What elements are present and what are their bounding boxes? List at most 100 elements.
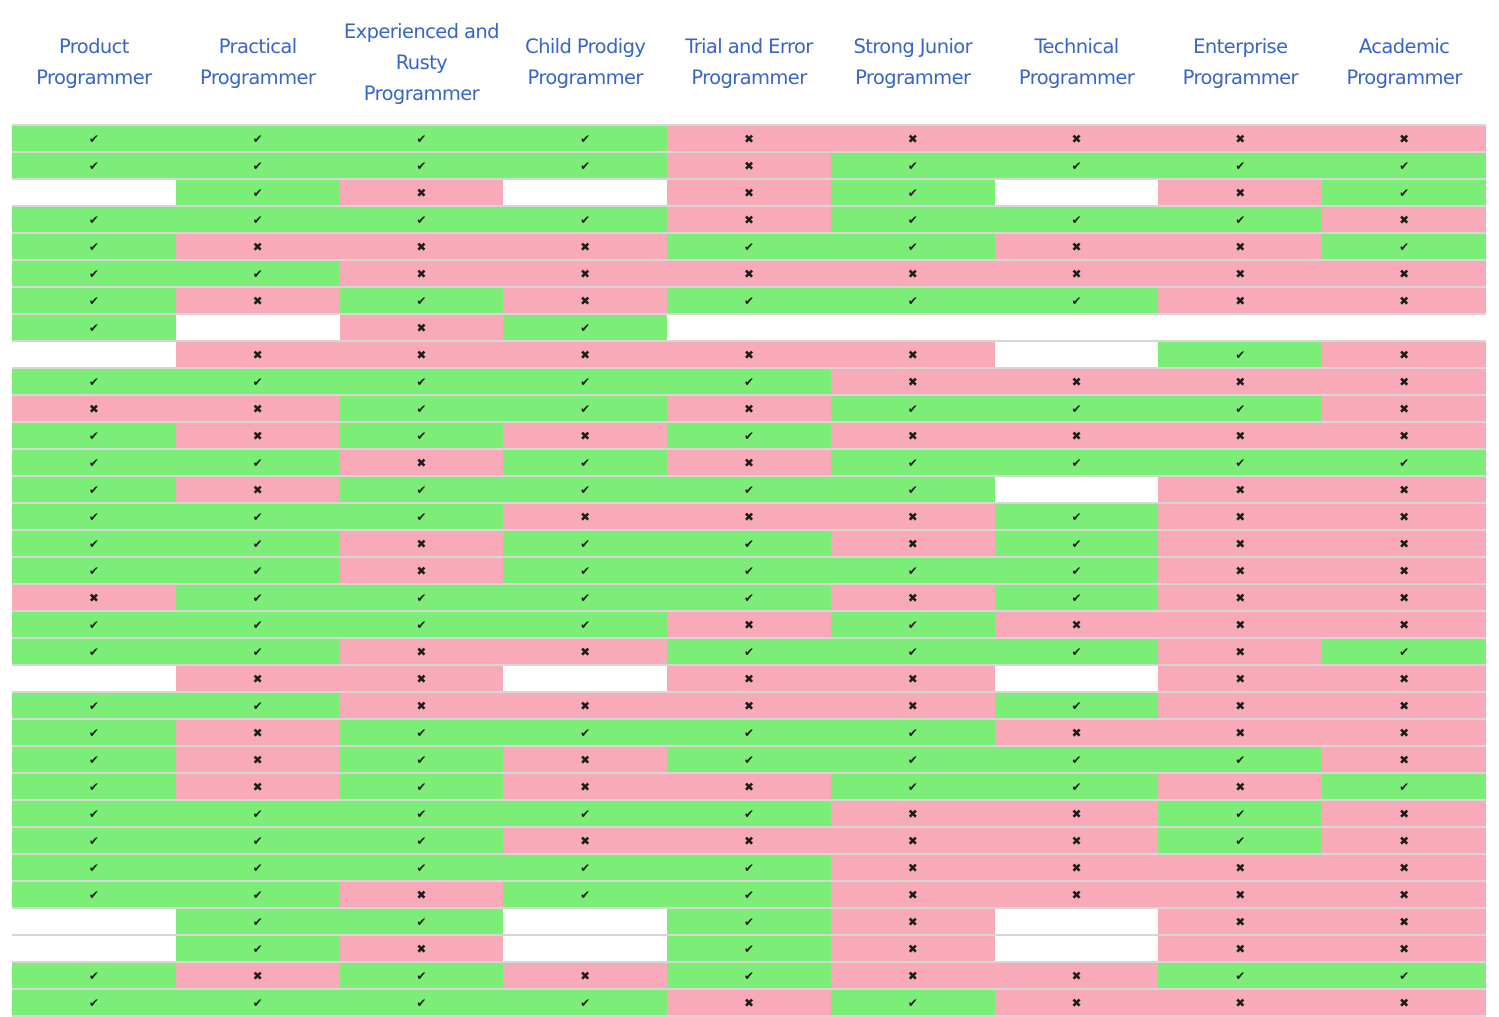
no-cell: ✖ <box>1322 612 1486 637</box>
yes-cell: ✔ <box>339 801 504 826</box>
check-icon: ✔ <box>1399 158 1410 173</box>
no-cell: ✖ <box>1158 369 1323 394</box>
check-icon: ✔ <box>907 455 918 470</box>
cross-icon: ✖ <box>416 698 427 713</box>
yes-cell: ✔ <box>1322 450 1486 475</box>
yes-cell: ✔ <box>994 693 1159 718</box>
cross-icon: ✖ <box>743 698 755 713</box>
yes-cell: ✔ <box>503 720 668 745</box>
check-icon: ✔ <box>88 887 99 902</box>
cross-icon: ✖ <box>907 698 918 713</box>
yes-cell: ✔ <box>12 153 176 178</box>
empty-cell <box>994 909 1159 934</box>
no-cell: ✖ <box>339 639 504 664</box>
no-cell: ✖ <box>503 261 668 286</box>
cross-icon: ✖ <box>580 509 591 524</box>
no-cell: ✖ <box>339 315 504 340</box>
column-header: Strong Junior Programmer <box>831 0 995 124</box>
no-cell: ✖ <box>830 423 995 448</box>
yes-cell: ✔ <box>339 369 504 394</box>
empty-cell <box>994 315 1159 340</box>
cross-icon: ✖ <box>1399 347 1410 362</box>
cross-icon: ✖ <box>1399 401 1410 416</box>
check-icon: ✔ <box>1071 644 1082 659</box>
check-icon: ✔ <box>1399 185 1410 200</box>
no-cell: ✖ <box>1158 909 1323 934</box>
cross-icon: ✖ <box>416 563 427 578</box>
yes-cell: ✔ <box>339 828 504 853</box>
check-icon: ✔ <box>1399 779 1410 794</box>
no-cell: ✖ <box>667 828 831 853</box>
cross-icon: ✖ <box>1235 887 1246 902</box>
yes-cell: ✔ <box>175 639 340 664</box>
yes-cell: ✔ <box>667 936 831 961</box>
yes-cell: ✔ <box>12 855 176 880</box>
yes-cell: ✔ <box>175 990 340 1015</box>
no-cell: ✖ <box>175 423 340 448</box>
cross-icon: ✖ <box>1399 374 1410 389</box>
no-cell: ✖ <box>830 936 995 961</box>
table-row: ✔ ✔ ✔ ✔ ✔ ✖ ✖ ✖ ✖ <box>12 853 1486 880</box>
cross-icon: ✖ <box>416 185 427 200</box>
check-icon: ✔ <box>88 428 99 443</box>
empty-cell <box>1322 315 1486 340</box>
yes-cell: ✔ <box>830 288 995 313</box>
yes-cell: ✔ <box>994 396 1159 421</box>
cross-icon: ✖ <box>580 779 591 794</box>
yes-cell: ✔ <box>175 450 340 475</box>
check-icon: ✔ <box>743 374 755 389</box>
no-cell: ✖ <box>1322 666 1486 691</box>
no-cell: ✖ <box>503 342 668 367</box>
no-cell: ✖ <box>1322 423 1486 448</box>
cross-icon: ✖ <box>1071 833 1082 848</box>
yes-cell: ✔ <box>830 639 995 664</box>
cross-icon: ✖ <box>580 428 591 443</box>
cross-icon: ✖ <box>1235 293 1246 308</box>
check-icon: ✔ <box>416 212 427 227</box>
no-cell: ✖ <box>667 261 831 286</box>
cross-icon: ✖ <box>1235 698 1246 713</box>
check-icon: ✔ <box>580 536 591 551</box>
cross-icon: ✖ <box>252 428 263 443</box>
table-row: ✖ ✔ ✔ ✔ ✔ ✖ ✔ ✖ ✖ <box>12 583 1486 610</box>
yes-cell: ✔ <box>667 558 831 583</box>
cross-icon: ✖ <box>743 995 755 1010</box>
check-icon: ✔ <box>252 131 263 146</box>
yes-cell: ✔ <box>503 531 668 556</box>
no-cell: ✖ <box>830 963 995 988</box>
empty-cell <box>12 180 176 205</box>
yes-cell: ✔ <box>667 423 831 448</box>
no-cell: ✖ <box>175 747 340 772</box>
no-cell: ✖ <box>175 288 340 313</box>
no-cell: ✖ <box>830 504 995 529</box>
yes-cell: ✔ <box>994 153 1159 178</box>
yes-cell: ✔ <box>339 747 504 772</box>
cross-icon: ✖ <box>252 968 263 983</box>
no-cell: ✖ <box>1322 936 1486 961</box>
yes-cell: ✔ <box>339 504 504 529</box>
no-cell: ✖ <box>1322 531 1486 556</box>
check-icon: ✔ <box>1399 239 1410 254</box>
cross-icon: ✖ <box>416 320 427 335</box>
empty-cell <box>994 666 1159 691</box>
check-icon: ✔ <box>416 995 427 1010</box>
check-icon: ✔ <box>252 887 263 902</box>
yes-cell: ✔ <box>339 774 504 799</box>
no-cell: ✖ <box>830 126 995 151</box>
check-icon: ✔ <box>743 293 755 308</box>
table-row: ✔ ✖ ✔ ✔ ✔ ✔ ✖ ✖ ✖ <box>12 718 1486 745</box>
check-icon: ✔ <box>88 806 99 821</box>
check-icon: ✔ <box>1235 752 1246 767</box>
no-cell: ✖ <box>339 261 504 286</box>
cross-icon: ✖ <box>1235 131 1246 146</box>
no-cell: ✖ <box>994 828 1159 853</box>
no-cell: ✖ <box>1158 612 1323 637</box>
cross-icon: ✖ <box>1399 833 1410 848</box>
cross-icon: ✖ <box>1235 374 1246 389</box>
cross-icon: ✖ <box>743 347 755 362</box>
column-header-label: Product Programmer <box>36 35 152 89</box>
table-row: ✔ ✔ ✔ ✔ ✖ ✔ ✔ ✔ ✔ <box>12 151 1486 178</box>
yes-cell: ✔ <box>339 477 504 502</box>
yes-cell: ✔ <box>830 207 995 232</box>
check-icon: ✔ <box>580 563 591 578</box>
